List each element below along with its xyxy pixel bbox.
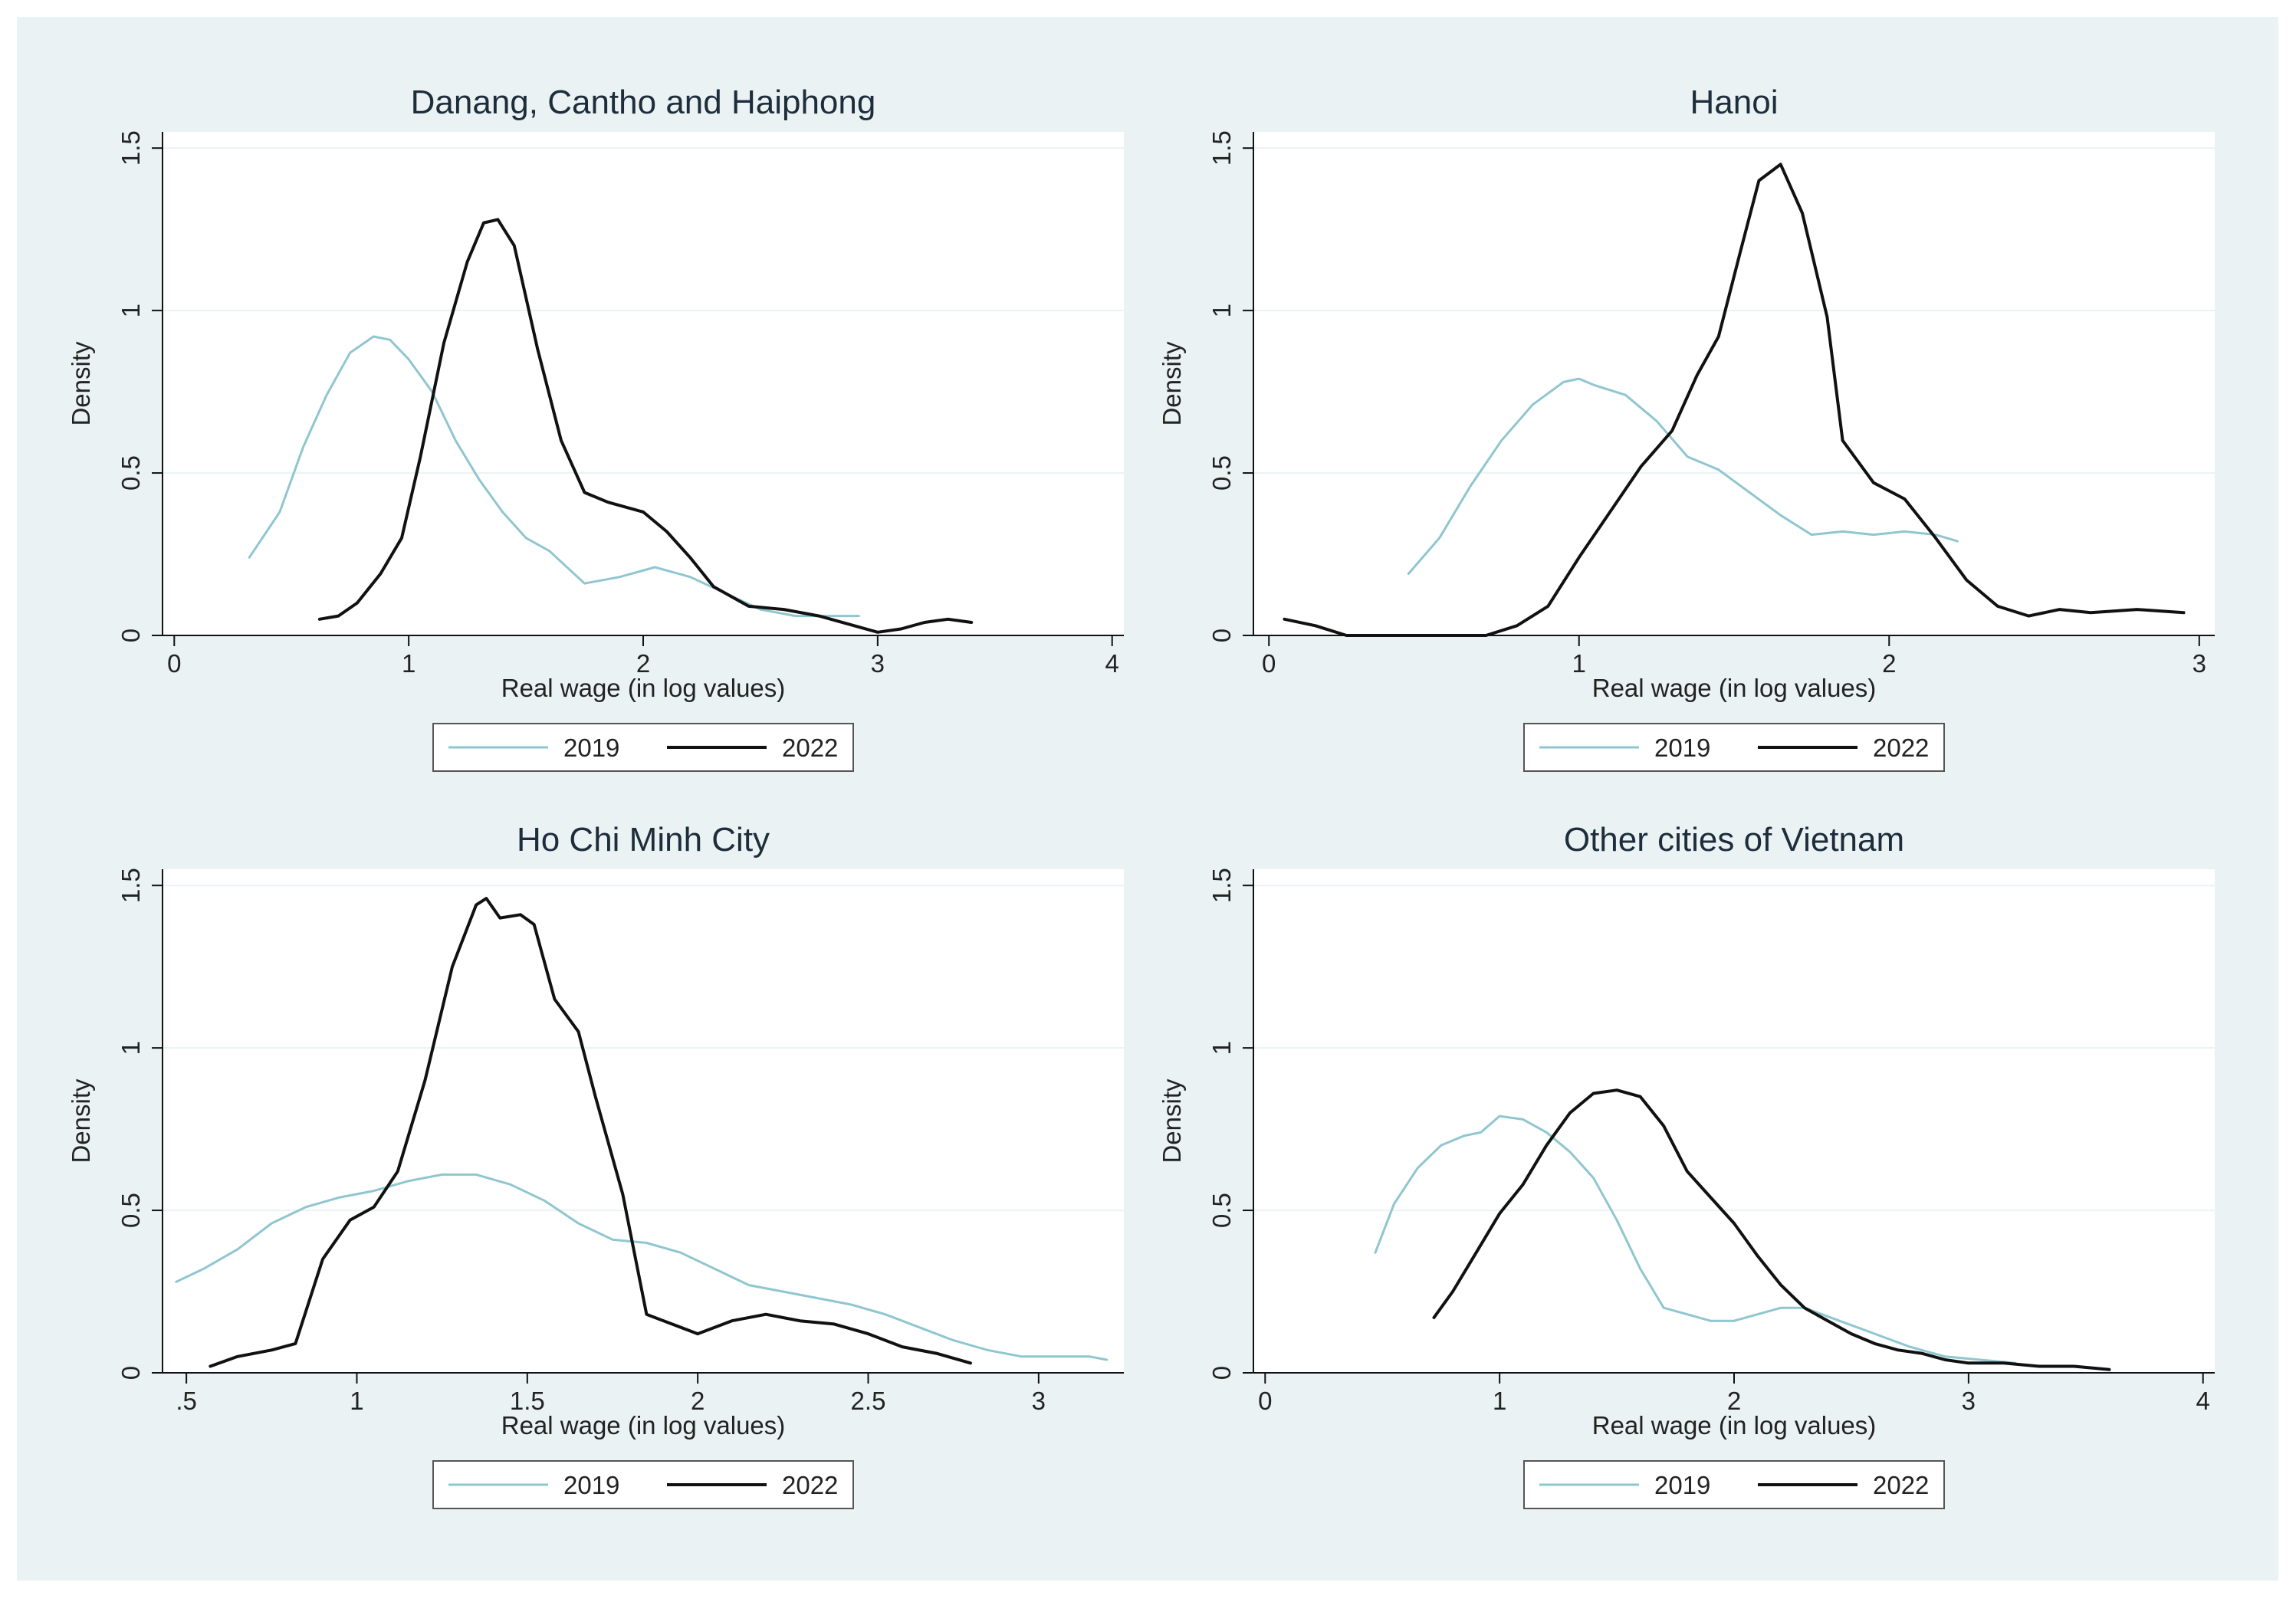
legend: 2019 2022	[432, 723, 854, 772]
legend: 2019 2022	[1523, 723, 1945, 772]
legend-label-2022: 2022	[782, 734, 838, 762]
x-axis-title: Real wage (in log values)	[501, 674, 786, 702]
y-tick-label: 0	[1207, 1366, 1236, 1380]
legend-label-2022: 2022	[1873, 734, 1929, 762]
y-axis-title: Density	[1158, 341, 1186, 426]
x-tick-label: 0	[1262, 649, 1276, 678]
y-tick-label: 1	[117, 304, 145, 317]
y-tick-label: 0	[117, 1366, 145, 1380]
plot-area	[163, 869, 1124, 1373]
x-axis-title: Real wage (in log values)	[1592, 1411, 1877, 1440]
x-axis-title: Real wage (in log values)	[1592, 674, 1877, 702]
x-tick-label: 3	[2193, 649, 2206, 678]
y-tick-label: 0	[117, 629, 145, 642]
plot-area	[163, 132, 1124, 635]
legend-label-2019: 2019	[1654, 734, 1710, 762]
y-tick-label: 1	[117, 1041, 145, 1055]
x-tick-label: 2	[1727, 1387, 1741, 1415]
y-tick-label: 1	[1207, 1041, 1236, 1055]
y-tick-label: 1	[1207, 304, 1236, 317]
panel-title: Ho Chi Minh City	[517, 821, 770, 858]
series-line-2022	[1432, 1088, 2111, 1371]
legend-label-2019: 2019	[563, 1471, 619, 1499]
x-tick-label: 2	[636, 649, 650, 678]
y-tick-label: 0.5	[1207, 1193, 1236, 1228]
panel-title: Danang, Cantho and Haiphong	[411, 84, 876, 121]
y-axis-title: Density	[67, 1078, 95, 1164]
x-tick-label: .5	[176, 1387, 197, 1415]
y-tick-label: 0	[1207, 629, 1236, 642]
x-tick-label: 2.5	[851, 1387, 886, 1415]
panel-title: Other cities of Vietnam	[1564, 821, 1904, 858]
x-tick-label: 1	[402, 649, 416, 678]
x-tick-label: 2	[691, 1387, 705, 1415]
x-axis-title: Real wage (in log values)	[501, 1411, 786, 1440]
panel-2: 0 1 2 3 0 0.5 1 1.5 Real wage (in log values) Den…	[1158, 84, 2215, 772]
series-line-2019	[1407, 377, 1959, 575]
legend-label-2019: 2019	[563, 734, 619, 762]
legend-label-2022: 2022	[782, 1471, 838, 1499]
x-tick-label: 0	[167, 649, 181, 678]
y-tick-label: 1.5	[117, 868, 145, 903]
x-tick-label: 1	[1572, 649, 1586, 678]
x-tick-label: 1	[1493, 1387, 1506, 1415]
x-tick-label: 3	[1032, 1387, 1046, 1415]
panel-4: 0 1 2 3 4 0 0.5 1 1.5 Real wage (in log values) De…	[1158, 821, 2215, 1509]
series-line-2022	[209, 897, 972, 1368]
panel-title: Hanoi	[1690, 84, 1779, 121]
y-tick-label: 0.5	[117, 1193, 145, 1228]
x-tick-label: 1.5	[510, 1387, 545, 1415]
x-tick-label: 1	[350, 1387, 363, 1415]
x-tick-label: 4	[2196, 1387, 2210, 1415]
series-line-2019	[1374, 1115, 2017, 1364]
y-axis-title: Density	[67, 341, 95, 426]
legend-label-2019: 2019	[1654, 1471, 1710, 1499]
x-tick-label: 3	[871, 649, 885, 678]
y-tick-label: 0.5	[117, 455, 145, 491]
legend: 2019 2022	[1523, 1460, 1945, 1509]
x-tick-label: 2	[1882, 649, 1896, 678]
series-line-2019	[175, 1173, 1109, 1361]
plot-area	[1253, 869, 2215, 1373]
x-tick-label: 3	[1962, 1387, 1976, 1415]
legend: 2019 2022	[432, 1460, 854, 1509]
x-tick-label: 4	[1105, 649, 1119, 678]
series-line-2022	[317, 218, 974, 634]
y-axis-title: Density	[1158, 1078, 1186, 1164]
legend-label-2022: 2022	[1873, 1471, 1929, 1499]
y-tick-label: 0.5	[1207, 455, 1236, 491]
y-tick-label: 1.5	[117, 130, 145, 166]
series-line-2022	[1283, 162, 2186, 637]
y-tick-label: 1.5	[1207, 868, 1236, 903]
y-tick-label: 1.5	[1207, 130, 1236, 166]
plot-area	[1253, 132, 2215, 635]
panel-1: 0 1 2 3 4 0 0.5 1 1.5 Real wage (in log values) De…	[67, 84, 1124, 772]
figure-background: 0 1 2 3 4 0 0.5 1 1.5 Real wage (in log values) De…	[17, 17, 2278, 1581]
x-tick-label: 0	[1258, 1387, 1272, 1415]
